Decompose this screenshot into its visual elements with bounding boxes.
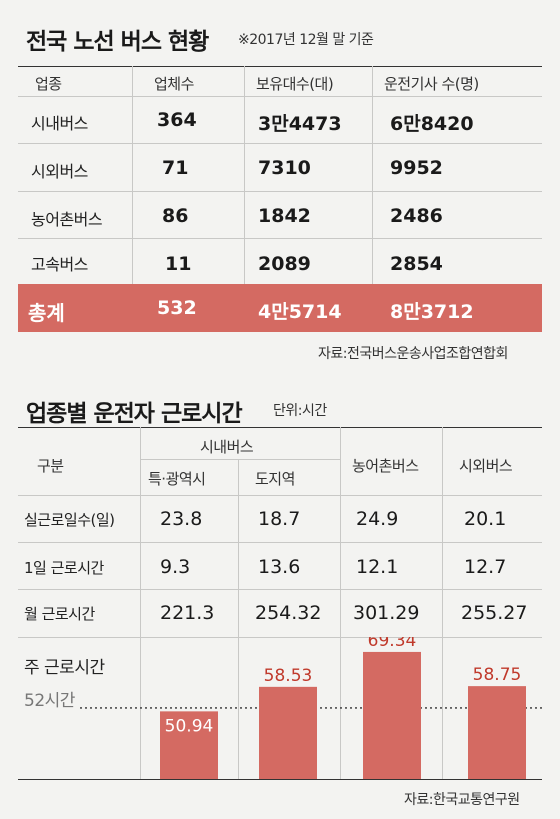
cell-value: 1842 xyxy=(258,205,311,227)
table1-date-note: ※2017년 12월 말 기준 xyxy=(238,32,374,48)
cell-value: 9.3 xyxy=(160,556,191,578)
bar-1 xyxy=(259,686,317,779)
total-row: 총계 532 4만5714 8만3712 xyxy=(18,284,542,332)
total-label: 총계 xyxy=(28,301,65,325)
row-label: 시외버스 xyxy=(31,162,88,181)
bar-2 xyxy=(363,651,421,779)
header-vehicle-count: 보유대수(대) xyxy=(256,75,334,93)
cell-value: 13.6 xyxy=(258,556,301,578)
table2-title: 업종별 운전자 근로시간 xyxy=(26,401,243,427)
cell-value: 254.32 xyxy=(255,602,322,624)
row-label: 농어촌버스 xyxy=(31,210,103,229)
header-driver-count: 운전기사 수(명) xyxy=(384,75,479,93)
bar-3 xyxy=(468,686,526,779)
bar-value-label-1: 58.53 xyxy=(264,666,313,686)
cell-value: 2854 xyxy=(390,253,443,275)
cell-value: 12.1 xyxy=(356,556,399,578)
table2-unit: 단위:시간 xyxy=(273,403,327,419)
weekly-hours-bar-chart: 50.94 58.53 69.34 58.75 xyxy=(80,637,542,779)
threshold-label: 52시간 xyxy=(24,691,75,711)
cell-value: 23.8 xyxy=(160,508,203,530)
cell-value: 6만8420 xyxy=(390,113,474,135)
cell-value: 7310 xyxy=(258,157,311,179)
header-intercity: 시외버스 xyxy=(459,457,513,475)
row-label: 1일 근로시간 xyxy=(24,559,104,577)
cell-value: 11 xyxy=(165,253,192,275)
header-industry: 업종 xyxy=(35,75,62,93)
cell-value: 255.27 xyxy=(461,602,528,624)
cell-value: 20.1 xyxy=(464,508,507,530)
cell-value: 3만4473 xyxy=(258,113,342,135)
bar-value-label-3: 58.75 xyxy=(473,665,522,685)
row-label: 실근로일수(일) xyxy=(24,511,115,529)
header-metro: 특·광역시 xyxy=(148,470,206,488)
cell-value: 364 xyxy=(157,109,197,131)
weekly-hours-label: 주 근로시간 xyxy=(24,658,105,678)
cell-value: 301.29 xyxy=(353,602,420,624)
header-gubun: 구분 xyxy=(37,457,64,475)
table1-title: 전국 노선 버스 현황 xyxy=(26,29,209,55)
cell-value: 2486 xyxy=(390,205,443,227)
cell-value: 2089 xyxy=(258,253,311,275)
bar-0 xyxy=(160,711,218,779)
table1-source: 자료:전국버스운송사업조합연합회 xyxy=(318,346,508,362)
cell-value: 221.3 xyxy=(160,602,215,624)
cell-value: 71 xyxy=(162,157,189,179)
row-label: 월 근로시간 xyxy=(24,605,95,623)
cell-value: 18.7 xyxy=(258,508,301,530)
row-label: 고속버스 xyxy=(31,255,88,274)
cell-value: 9952 xyxy=(390,157,443,179)
header-city-bus: 시내버스 xyxy=(200,438,254,456)
header-province: 도지역 xyxy=(255,470,295,488)
cell-value: 12.7 xyxy=(464,556,507,578)
header-rural: 농어촌버스 xyxy=(352,457,419,475)
bar-value-label-0: 50.94 xyxy=(165,716,214,736)
total-driver-count: 8만3712 xyxy=(390,301,474,323)
cell-value: 24.9 xyxy=(356,508,399,530)
bar-value-label-2: 69.34 xyxy=(368,637,417,651)
total-company-count: 532 xyxy=(157,297,197,319)
total-vehicle-count: 4만5714 xyxy=(258,301,342,323)
row-label: 시내버스 xyxy=(31,114,88,133)
header-company-count: 업체수 xyxy=(154,75,194,93)
cell-value: 86 xyxy=(162,205,189,227)
table2-source: 자료:한국교통연구원 xyxy=(404,792,520,808)
